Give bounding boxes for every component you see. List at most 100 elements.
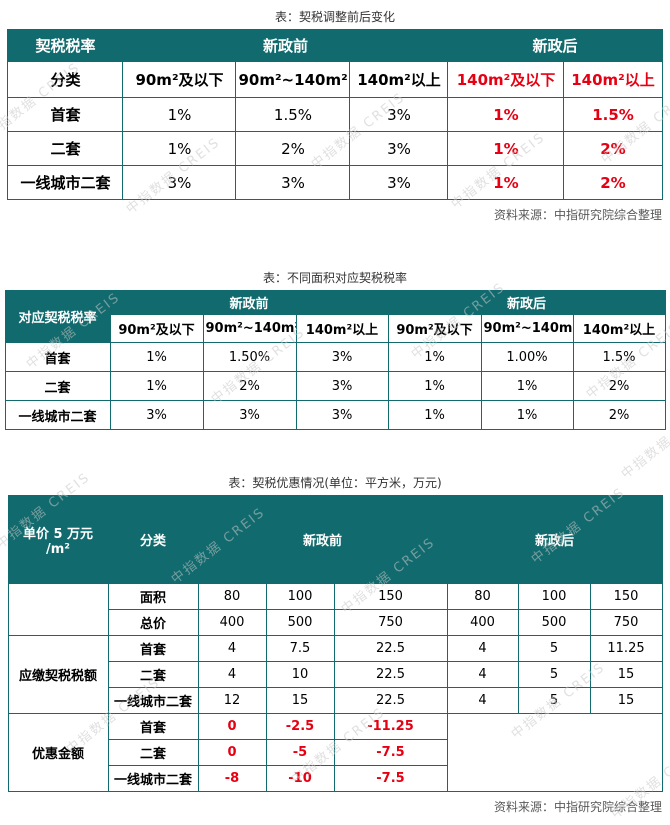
table-row: 一线城市二套 3% 3% 3% 1% 2% xyxy=(7,165,663,200)
row-label: 一线城市二套 xyxy=(7,165,124,200)
table-cell: 5 xyxy=(517,635,591,662)
table3-deed-tax-discount: 单价 5 万元 /m² 分类 新政前 新政后 面积 80 100 150 80 … xyxy=(7,495,663,792)
table2-area-tax-rates: 对应契税税率 新政前 新政后 90m²及以下 90m²~140m² 140m²以… xyxy=(4,290,666,430)
table-cell: 150 xyxy=(589,583,663,610)
table-row: 首套 1% 1.5% 3% 1% 1.5% xyxy=(7,97,663,132)
table1-corner-header: 契税税率 xyxy=(7,29,124,62)
column-header: 90m²~140m² xyxy=(480,314,574,343)
table-cell: 500 xyxy=(265,609,335,636)
table3-unit-price-header: 单价 5 万元 /m² xyxy=(7,495,109,584)
table-row: 首套 1% 1.50% 3% 1% 1.00% 1.5% xyxy=(4,342,666,372)
column-header: 分类 xyxy=(7,61,124,98)
table3-category-header: 分类 xyxy=(107,495,199,584)
table-cell: 2% xyxy=(572,400,666,430)
table-cell: 3% xyxy=(295,371,389,401)
table-cell: 1% xyxy=(387,342,482,372)
table-cell: 22.5 xyxy=(333,687,448,714)
table-cell: 1.00% xyxy=(480,342,574,372)
empty-cell xyxy=(7,583,109,636)
table-cell: 1% xyxy=(447,131,565,166)
column-header: 90m²~140m² xyxy=(202,314,297,343)
row-label: 首套 xyxy=(4,342,111,372)
table-cell: 1% xyxy=(447,97,565,132)
table-cell: 11.25 xyxy=(589,635,663,662)
row-label: 首套 xyxy=(107,713,199,740)
table-cell: 150 xyxy=(333,583,448,610)
table-cell: 3% xyxy=(295,400,389,430)
row-label: 总价 xyxy=(107,609,199,636)
table-cell: 2% xyxy=(235,131,351,166)
group-label-tax-due: 应缴契税税额 xyxy=(7,635,109,714)
table-row: 应缴契税税额 首套 4 7.5 22.5 4 5 11.25 xyxy=(7,635,663,714)
table2-subheader-row: 90m²及以下 90m²~140m² 140m²以上 90m²及以下 90m²~… xyxy=(5,314,666,343)
table1-group-before: 新政前 xyxy=(122,29,449,62)
column-header: 90m²~140m² xyxy=(235,61,351,98)
table1-title: 表：契税调整前后变化 xyxy=(274,10,395,24)
table-row: 面积 80 100 150 80 100 150 xyxy=(7,583,663,636)
table-cell: 1.5% xyxy=(563,97,663,132)
table-cell: 400 xyxy=(197,609,267,636)
table1-source-note: 资料来源：中指研究院综合整理 xyxy=(493,208,662,222)
column-header: 90m²及以下 xyxy=(109,314,204,343)
table-cell: 3% xyxy=(295,342,389,372)
table-cell: 2% xyxy=(563,131,663,166)
table-cell: 3% xyxy=(202,400,297,430)
table-row: 总价 400 500 750 400 500 750 xyxy=(8,609,663,636)
row-label: 一线城市二套 xyxy=(107,687,199,714)
table-row: 一线城市二套 -8 -10 -7.5 xyxy=(8,765,662,792)
table-cell: 3% xyxy=(109,400,204,430)
table-row: 优惠金额 首套 0 -2.5 -11.25 xyxy=(7,713,663,792)
table-cell: 7.5 xyxy=(265,635,335,662)
table-cell: 1.5% xyxy=(235,97,351,132)
table-cell: 750 xyxy=(589,609,663,636)
table-cell: 22.5 xyxy=(333,635,448,662)
row-label: 首套 xyxy=(107,635,199,662)
table-cell: 1% xyxy=(480,371,574,401)
table-cell: 500 xyxy=(517,609,591,636)
table-cell: -11.25 xyxy=(333,713,448,740)
table-cell: 4 xyxy=(446,635,519,662)
table-cell: 100 xyxy=(517,583,591,610)
table-cell: 2% xyxy=(572,371,666,401)
row-label: 二套 xyxy=(4,371,111,401)
table-cell: 4 xyxy=(197,661,267,688)
table-cell: 0 xyxy=(197,713,267,740)
table-cell: 750 xyxy=(333,609,448,636)
table2-group-before: 新政前 xyxy=(109,290,389,315)
table-cell: 1% xyxy=(480,400,574,430)
table-cell: -8 xyxy=(197,765,267,792)
table1-header-row: 契税税率 新政前 新政后 xyxy=(7,29,663,62)
table-cell: -7.5 xyxy=(333,765,448,792)
table-row: 一线城市二套 3% 3% 3% 1% 1% 2% xyxy=(4,400,666,430)
column-header: 90m²及以下 xyxy=(387,314,482,343)
table-cell: 3% xyxy=(349,97,449,132)
table1-group-after: 新政后 xyxy=(447,29,663,62)
table-cell: 400 xyxy=(446,609,519,636)
table-row: 二套 0 -5 -7.5 xyxy=(8,739,662,766)
table-cell: 2% xyxy=(563,165,663,200)
table-cell: 15 xyxy=(589,661,663,688)
table1-deed-tax-change: 契税税率 新政前 新政后 分类 90m²及以下 90m²~140m² 140m²… xyxy=(7,29,663,200)
table3-source-note: 资料来源：中指研究院综合整理 xyxy=(493,800,662,814)
table2-corner-header: 对应契税税率 xyxy=(4,290,111,343)
table-cell: 3% xyxy=(122,165,237,200)
table2-title: 表：不同面积对应契税税率 xyxy=(262,271,407,285)
row-label: 首套 xyxy=(7,97,124,132)
table3-title: 表：契税优惠情况(单位：平方米，万元) xyxy=(228,476,442,490)
table-cell: 15 xyxy=(265,687,335,714)
row-label: 二套 xyxy=(107,739,199,766)
table-row: 二套 1% 2% 3% 1% 1% 2% xyxy=(4,371,666,401)
table-cell: 4 xyxy=(446,687,519,714)
row-label: 二套 xyxy=(107,661,199,688)
column-header: 140m²以上 xyxy=(349,61,449,98)
table-cell: 1.50% xyxy=(202,342,297,372)
row-label: 一线城市二套 xyxy=(4,400,111,430)
table2-group-after: 新政后 xyxy=(387,290,666,315)
row-label: 面积 xyxy=(107,583,199,610)
table-cell: 10 xyxy=(265,661,335,688)
table-cell: 1% xyxy=(109,342,204,372)
table-cell: 5 xyxy=(517,661,591,688)
table-cell: 3% xyxy=(349,131,449,166)
table-row: 二套 1% 2% 3% 1% 2% xyxy=(7,131,663,166)
